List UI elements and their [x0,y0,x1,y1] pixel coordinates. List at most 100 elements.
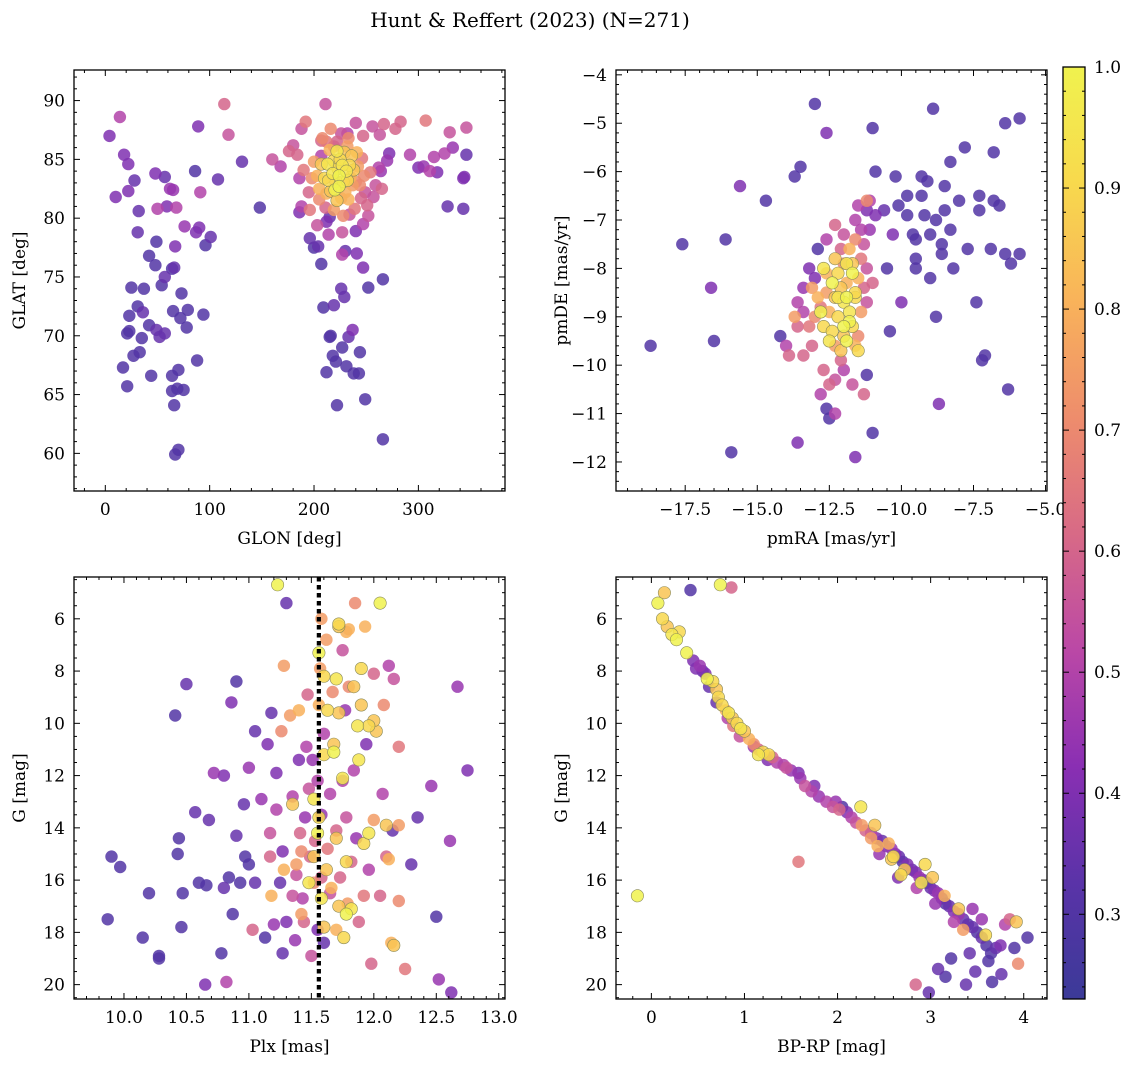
x-tick-label: 200 [298,500,330,520]
y-tick-label: −4 [582,66,607,86]
data-point [347,764,360,777]
data-point [136,931,149,944]
data-point [373,596,387,610]
plot-frame [73,576,506,1000]
data-point [860,296,873,309]
data-point [288,934,302,947]
data-point [973,189,986,202]
data-point [925,870,939,884]
data-point [939,970,952,983]
axis-ticks [616,70,1047,491]
data-point [657,586,671,600]
colorbar-tick-label: 0.8 [1094,300,1121,320]
data-point [327,299,341,312]
x-tick-label: 2 [832,1008,843,1028]
data-point [362,281,375,294]
data-point [676,238,689,251]
x-tick-label: 3 [925,1008,936,1028]
data-point [443,126,456,139]
data-point [947,915,961,929]
data-point [866,426,879,440]
data-point [851,344,865,358]
data-point [973,204,986,217]
data-point [356,129,370,143]
data-point [207,766,221,780]
scatter-points [101,578,474,999]
data-point [382,659,395,672]
data-point [860,368,873,382]
data-point [979,928,993,942]
data-point [840,334,854,348]
data-point [302,186,315,199]
data-point [113,110,127,124]
data-point [169,240,182,253]
data-point [291,148,304,161]
y-tick-label: −12 [571,453,607,473]
data-point [823,378,836,391]
data-point [311,219,324,232]
data-point [172,363,185,377]
data-point [122,157,135,171]
data-point [180,677,193,691]
data-point [854,800,868,814]
data-point [774,329,787,343]
data-point [347,680,361,694]
data-point [330,399,344,412]
data-point [158,270,171,284]
colorbar-tick-label: 0.9 [1094,179,1121,199]
data-point [644,339,657,352]
data-point [725,581,738,594]
data-point [306,753,319,767]
data-point [175,287,188,300]
data-point [808,97,822,111]
data-point [460,148,473,161]
data-point [831,310,845,324]
data-point [329,831,343,845]
data-point [324,122,337,135]
data-point [197,308,210,321]
x-tick-label: −12.5 [803,500,855,520]
data-point [822,334,836,348]
data-point [901,209,914,222]
data-point [321,703,335,717]
data-point [961,242,974,256]
x-tick-label: −17.5 [659,500,711,520]
y-tick-label: 16 [585,871,607,891]
data-point [170,201,183,214]
data-point [387,672,400,686]
data-point [929,897,942,910]
data-point [342,193,355,206]
colorbar-tick-label: 0.4 [1094,784,1121,804]
data-point [791,436,804,449]
data-point [145,369,158,382]
data-point [160,200,174,213]
data-point [751,748,765,762]
data-point [297,163,310,177]
data-point [149,259,162,272]
data-point [376,787,389,801]
data-point [944,223,957,236]
data-point [713,578,727,592]
data-point [693,659,706,672]
data-point [121,380,134,393]
data-point [432,973,445,986]
x-tick-label: 1 [739,1008,750,1028]
data-point [116,361,130,374]
data-point [298,811,312,824]
data-point [354,661,368,675]
data-point [356,261,370,274]
data-point [315,612,328,625]
data-point [135,331,148,345]
data-point [852,329,865,343]
data-point [782,349,796,362]
data-point [340,811,353,824]
data-point [1013,247,1026,261]
data-point [377,698,390,712]
data-point [327,745,341,759]
data-point [265,706,278,720]
x-tick-label: 12.0 [355,1008,393,1028]
data-point [380,154,394,167]
data-point [222,128,235,141]
data-point [181,303,194,317]
data-point [303,232,316,245]
